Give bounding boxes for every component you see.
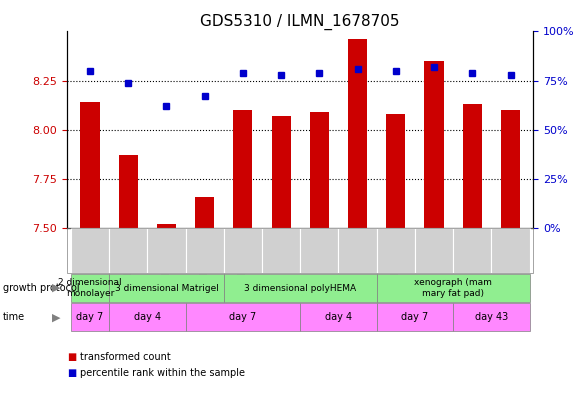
Bar — [387, 114, 405, 228]
Title: GDS5310 / ILMN_1678705: GDS5310 / ILMN_1678705 — [201, 14, 400, 30]
Bar — [310, 112, 329, 228]
Text: ▶: ▶ — [52, 283, 61, 293]
Bar — [348, 39, 367, 228]
Bar — [272, 116, 291, 228]
Text: day 7: day 7 — [401, 312, 429, 322]
Text: xenograph (mam
mary fat pad): xenograph (mam mary fat pad) — [415, 278, 492, 298]
Text: transformed count: transformed count — [80, 352, 171, 362]
Text: day 4: day 4 — [325, 312, 352, 322]
Bar — [233, 110, 252, 228]
Text: ▶: ▶ — [52, 312, 61, 322]
Bar — [501, 110, 520, 228]
Text: day 7: day 7 — [229, 312, 257, 322]
Bar — [119, 155, 138, 228]
Text: percentile rank within the sample: percentile rank within the sample — [80, 367, 245, 378]
Bar — [157, 224, 176, 228]
Text: time: time — [3, 312, 25, 322]
Text: 3 dimensional polyHEMA: 3 dimensional polyHEMA — [244, 284, 356, 292]
Bar — [463, 104, 482, 228]
Text: ■: ■ — [67, 352, 76, 362]
Bar — [424, 61, 444, 228]
Text: 2 dimensional
monolayer: 2 dimensional monolayer — [58, 278, 122, 298]
Bar — [80, 102, 100, 228]
Text: ■: ■ — [67, 367, 76, 378]
Text: day 7: day 7 — [76, 312, 104, 322]
Bar — [195, 196, 214, 228]
Text: 3 dimensional Matrigel: 3 dimensional Matrigel — [114, 284, 219, 292]
Text: growth protocol: growth protocol — [3, 283, 79, 293]
Text: day 4: day 4 — [134, 312, 161, 322]
Text: day 43: day 43 — [475, 312, 508, 322]
